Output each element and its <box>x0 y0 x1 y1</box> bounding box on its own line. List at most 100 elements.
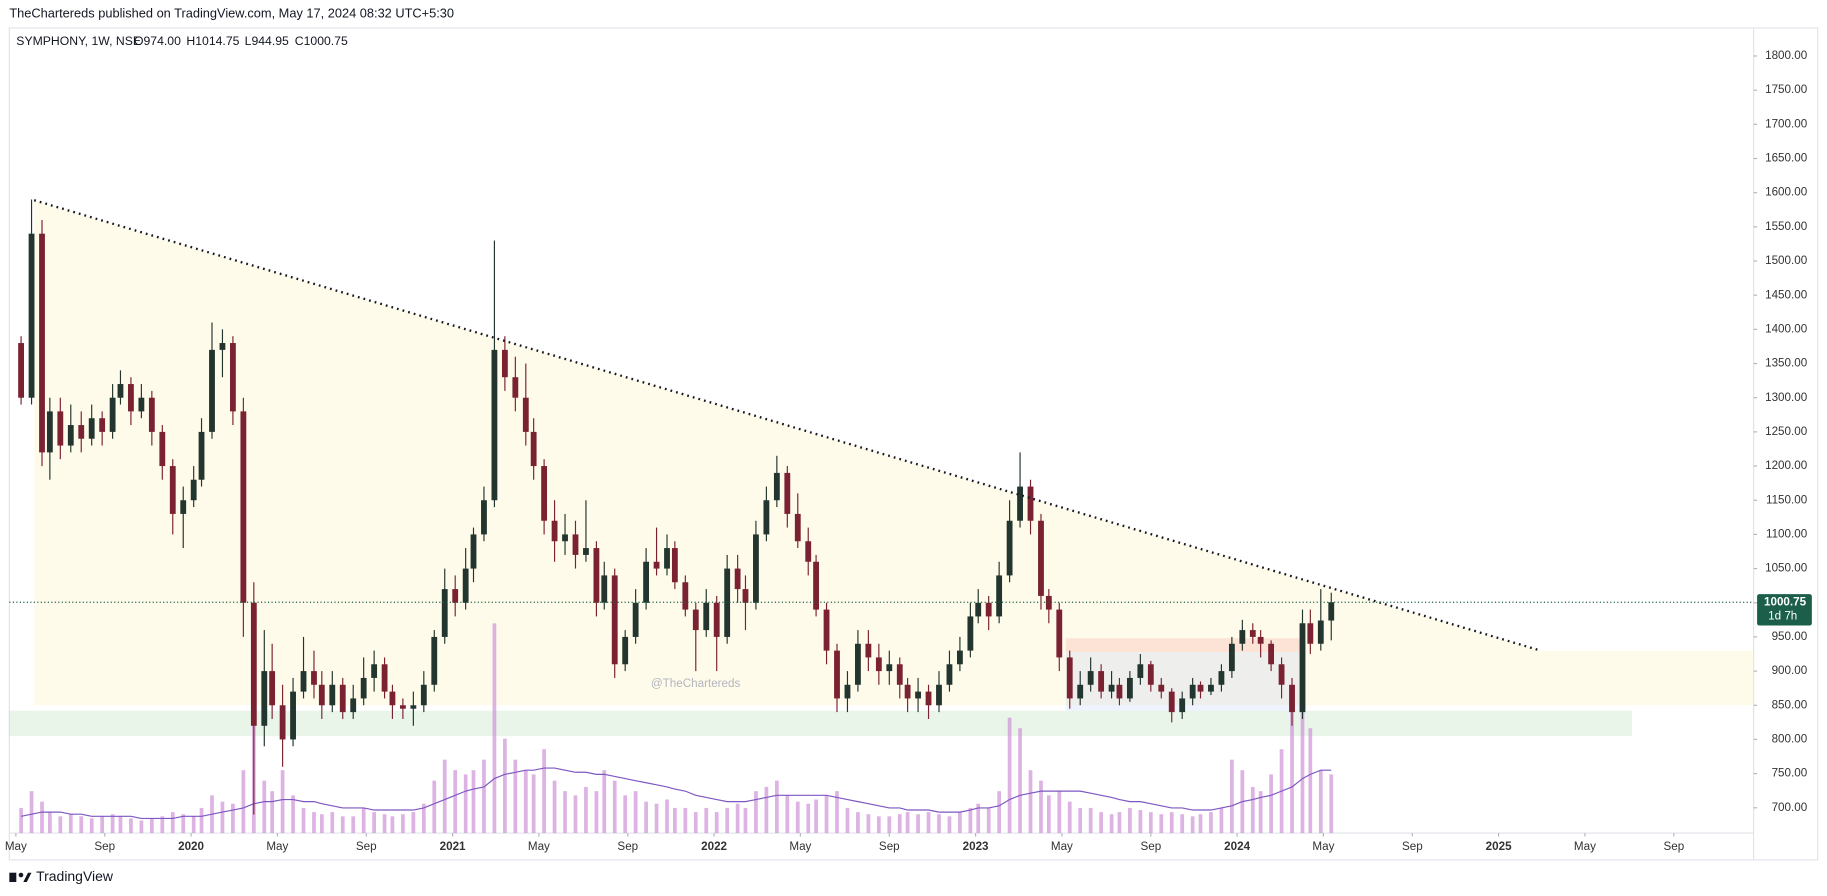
candle-body <box>1116 684 1123 699</box>
volume-bar <box>594 791 599 834</box>
volume-bar <box>584 786 588 834</box>
y-tick-label: 750.00 <box>1772 767 1808 780</box>
candle-body <box>541 466 548 521</box>
volume-bar <box>644 801 648 834</box>
candle-body <box>784 472 791 514</box>
volume-bar <box>1148 812 1153 834</box>
volume-bar <box>1250 786 1255 834</box>
candle-body <box>823 609 830 651</box>
candle-body <box>219 343 226 350</box>
y-tick-label: 1650.00 <box>1765 152 1808 165</box>
countdown: 1d 7h <box>1768 609 1797 622</box>
candle-body <box>109 397 116 432</box>
candle-body <box>1158 684 1165 692</box>
volume-bar <box>1308 728 1313 834</box>
publisher-note: TheChartereds published on TradingView.c… <box>9 5 454 20</box>
volume-bar <box>129 818 133 834</box>
candle-body <box>410 705 417 709</box>
candle-body <box>371 664 378 678</box>
candle-body <box>169 466 176 514</box>
trend-fill <box>34 200 1754 706</box>
candle-body <box>148 397 155 432</box>
candle-body <box>39 233 45 453</box>
volume-bar <box>181 814 186 834</box>
candle-body <box>956 650 963 665</box>
candle-body <box>491 349 498 501</box>
x-tick-label: Sep <box>1663 840 1684 853</box>
volume-bar <box>262 780 267 834</box>
volume-bar <box>683 807 688 834</box>
candle-body <box>643 561 650 603</box>
volume-bar <box>432 780 437 834</box>
volume-bar <box>442 759 447 834</box>
candle-body <box>57 411 64 446</box>
volume-ma-line <box>20 767 1332 819</box>
x-tick-label: May <box>1051 840 1073 853</box>
candle-body <box>794 513 801 542</box>
y-tick-label: 800.00 <box>1772 733 1808 746</box>
volume-bar <box>665 799 669 834</box>
volume-bar <box>513 759 518 834</box>
volume-bar <box>291 795 295 834</box>
candle-body <box>180 500 187 514</box>
volume-bar <box>1018 728 1022 834</box>
x-tick-label: Sep <box>879 840 900 853</box>
candle-body <box>1189 684 1196 699</box>
volume-bar <box>1109 814 1114 834</box>
x-tick-label: Sep <box>1140 840 1161 853</box>
candle-body <box>1197 684 1204 692</box>
volume-bar <box>623 795 628 834</box>
candle-body <box>339 684 346 713</box>
candle-body <box>99 418 106 432</box>
candle-body <box>1087 671 1094 685</box>
volume-bar <box>986 807 991 834</box>
candle-body <box>562 534 568 542</box>
candle-body <box>593 548 600 603</box>
volume-bar <box>693 812 698 834</box>
volume-bar <box>312 812 316 834</box>
candle-body <box>886 664 893 672</box>
candle-body <box>481 500 487 535</box>
volume-bar <box>523 770 528 834</box>
candle-body <box>311 671 317 685</box>
y-tick-label: 900.00 <box>1772 664 1808 677</box>
volume-bar <box>968 807 973 834</box>
candle-body <box>682 582 689 610</box>
volume-bar <box>340 816 345 834</box>
volume-bar <box>220 801 225 834</box>
candle-body <box>279 705 286 740</box>
volume-bar <box>714 812 719 834</box>
volume-bar <box>876 816 881 834</box>
volume-bar <box>976 803 981 834</box>
volume-bar <box>1138 810 1143 834</box>
candle-body <box>431 636 438 685</box>
candle-body <box>128 384 134 412</box>
volume-bar <box>40 801 44 834</box>
volume-bar <box>1329 774 1334 834</box>
candle-body <box>734 568 741 590</box>
candle-body <box>1098 671 1105 692</box>
y-tick-label: 1750.00 <box>1765 83 1808 96</box>
y-tick-label: 1500.00 <box>1765 254 1808 267</box>
volume-bar <box>58 816 63 834</box>
volume-bar <box>1159 814 1164 834</box>
volume-bar <box>19 807 23 834</box>
last-price-badge <box>1757 594 1812 626</box>
volume-bar <box>1169 812 1174 834</box>
volume-bar <box>1078 807 1083 834</box>
volume-bar <box>612 780 617 834</box>
volume-bar <box>382 814 387 834</box>
candle-body <box>67 425 74 446</box>
candle-body <box>250 602 257 726</box>
candle-body <box>389 691 396 706</box>
candle-body <box>915 691 921 699</box>
volume-bar <box>170 812 175 834</box>
candle-body <box>1307 623 1314 644</box>
candle-body <box>742 589 749 603</box>
x-tick-label: May <box>528 840 550 853</box>
volume-bar <box>824 795 829 834</box>
volume-bar <box>1300 633 1305 834</box>
candle-body <box>501 349 508 378</box>
